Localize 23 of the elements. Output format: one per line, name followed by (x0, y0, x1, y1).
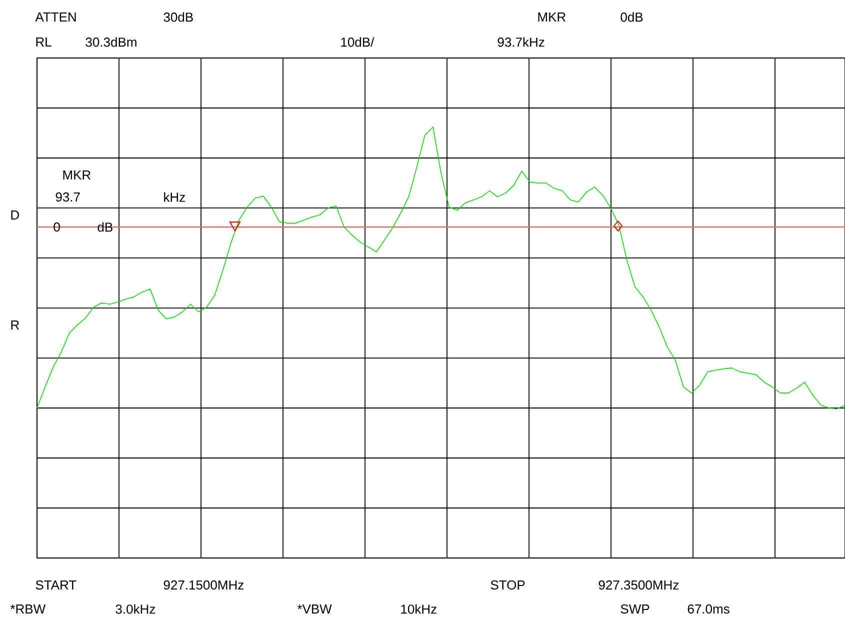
text: 3.0kHz (116, 604, 156, 614)
text: SWP (620, 604, 650, 614)
text: RL (36, 38, 52, 46)
text: START (36, 580, 76, 590)
text: 10dB/ (341, 37, 374, 47)
text: 927.3500MHz (598, 580, 678, 590)
text: 67.0ms (688, 604, 730, 614)
text: ATTEN (35, 12, 76, 22)
text: 927.1500MHz (164, 580, 244, 590)
text: 93.7kHz (498, 37, 544, 47)
text: STOP (490, 580, 525, 590)
text: MKR (538, 12, 566, 22)
annotation: 93.7 (56, 192, 80, 202)
annotation: MKR (63, 170, 90, 180)
text: *VBW (297, 604, 332, 614)
text: D (11, 210, 19, 220)
text: 0dB (620, 12, 643, 22)
text: 30dB (164, 12, 193, 22)
text: *RBW (10, 604, 46, 614)
text: 30.3dBm (86, 37, 136, 47)
text: 10kHz (401, 604, 436, 614)
annotation: kHz (164, 192, 185, 202)
text: R (11, 320, 19, 330)
